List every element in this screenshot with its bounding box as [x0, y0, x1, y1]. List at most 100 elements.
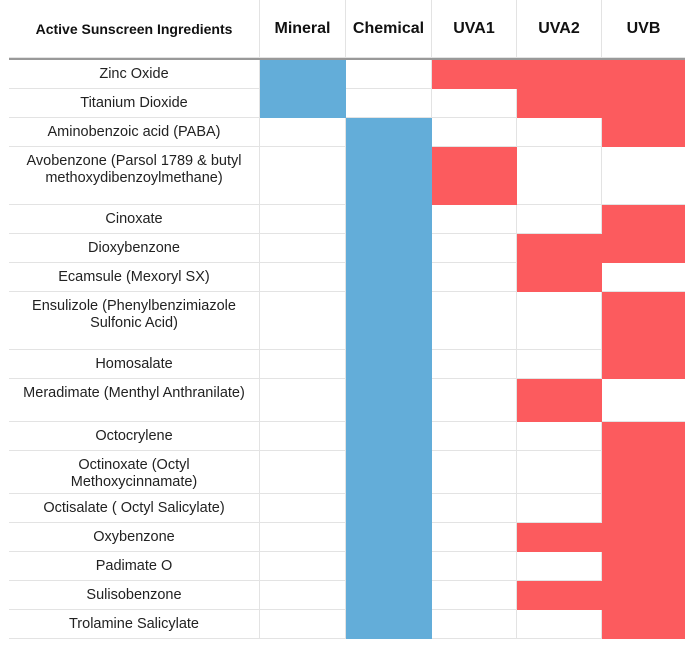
cell-mineral-empty	[260, 118, 346, 147]
header-mineral: Mineral	[260, 0, 346, 58]
cell-chemical-filled	[346, 494, 432, 523]
cell-uvb-filled	[602, 89, 685, 118]
header-ingredients: Active Sunscreen Ingredients	[9, 0, 260, 58]
cell-uva1-empty	[432, 205, 517, 234]
ingredient-name: Oxybenzone	[9, 523, 260, 552]
cell-mineral-empty	[260, 610, 346, 639]
cell-mineral-empty	[260, 292, 346, 350]
ingredient-name: Octocrylene	[9, 422, 260, 451]
cell-uva2-filled	[517, 263, 602, 292]
cell-uva1-empty	[432, 379, 517, 422]
table-row: Homosalate	[9, 350, 685, 379]
cell-mineral-filled	[260, 89, 346, 118]
cell-chemical-filled	[346, 422, 432, 451]
table-row: Octisalate ( Octyl Salicylate)	[9, 494, 685, 523]
header-row: Active Sunscreen Ingredients Mineral Che…	[9, 0, 685, 60]
header-uvb: UVB	[602, 0, 685, 58]
cell-chemical-empty	[346, 60, 432, 89]
cell-uva1-filled	[432, 147, 517, 205]
cell-chemical-filled	[346, 263, 432, 292]
cell-chemical-filled	[346, 147, 432, 205]
cell-uva1-empty	[432, 581, 517, 610]
cell-uva2-empty	[517, 118, 602, 147]
ingredient-name: Octinoxate (Octyl Methoxycinnamate)	[9, 451, 260, 494]
cell-mineral-empty	[260, 263, 346, 292]
cell-uva2-empty	[517, 350, 602, 379]
cell-mineral-filled	[260, 60, 346, 89]
cell-uva2-empty	[517, 292, 602, 350]
cell-uva2-empty	[517, 552, 602, 581]
cell-mineral-empty	[260, 422, 346, 451]
cell-uvb-filled	[602, 292, 685, 350]
cell-uvb-filled	[602, 523, 685, 552]
table-row: Dioxybenzone	[9, 234, 685, 263]
cell-uva1-empty	[432, 292, 517, 350]
cell-uva1-empty	[432, 350, 517, 379]
cell-chemical-empty	[346, 89, 432, 118]
cell-chemical-filled	[346, 350, 432, 379]
cell-chemical-filled	[346, 552, 432, 581]
cell-uvb-filled	[602, 205, 685, 234]
cell-chemical-filled	[346, 379, 432, 422]
cell-uva2-filled	[517, 234, 602, 263]
cell-uva2-filled	[517, 581, 602, 610]
cell-uva2-empty	[517, 422, 602, 451]
table-row: Octinoxate (Octyl Methoxycinnamate)	[9, 451, 685, 494]
cell-uva1-empty	[432, 118, 517, 147]
ingredient-name: Ensulizole (Phenylbenzimiazole Sulfonic …	[9, 292, 260, 350]
cell-uva2-empty	[517, 610, 602, 639]
cell-mineral-empty	[260, 205, 346, 234]
ingredient-name: Octisalate ( Octyl Salicylate)	[9, 494, 260, 523]
cell-chemical-filled	[346, 205, 432, 234]
cell-uvb-empty	[602, 147, 685, 205]
cell-uvb-filled	[602, 581, 685, 610]
cell-uvb-filled	[602, 350, 685, 379]
cell-uva1-empty	[432, 89, 517, 118]
cell-uvb-filled	[602, 118, 685, 147]
header-uva2: UVA2	[517, 0, 602, 58]
table-row: Oxybenzone	[9, 523, 685, 552]
cell-uva2-filled	[517, 523, 602, 552]
ingredient-name: Meradimate (Menthyl Anthranilate)	[9, 379, 260, 422]
cell-uva1-empty	[432, 523, 517, 552]
ingredient-name: Aminobenzoic acid (PABA)	[9, 118, 260, 147]
cell-uva1-empty	[432, 552, 517, 581]
cell-uvb-filled	[602, 451, 685, 494]
table-row: Titanium Dioxide	[9, 89, 685, 118]
cell-mineral-empty	[260, 234, 346, 263]
ingredient-name: Titanium Dioxide	[9, 89, 260, 118]
table-row: Avobenzone (Parsol 1789 & butyl methoxyd…	[9, 147, 685, 205]
ingredient-name: Dioxybenzone	[9, 234, 260, 263]
ingredient-name: Padimate O	[9, 552, 260, 581]
table-row: Sulisobenzone	[9, 581, 685, 610]
cell-mineral-empty	[260, 523, 346, 552]
table-row: Ensulizole (Phenylbenzimiazole Sulfonic …	[9, 292, 685, 350]
header-uva1: UVA1	[432, 0, 517, 58]
cell-uvb-empty	[602, 263, 685, 292]
cell-uvb-filled	[602, 60, 685, 89]
cell-uvb-filled	[602, 234, 685, 263]
cell-uvb-empty	[602, 379, 685, 422]
ingredient-name: Zinc Oxide	[9, 60, 260, 89]
ingredient-name: Homosalate	[9, 350, 260, 379]
cell-uva1-empty	[432, 494, 517, 523]
cell-mineral-empty	[260, 379, 346, 422]
cell-chemical-filled	[346, 581, 432, 610]
cell-uvb-filled	[602, 610, 685, 639]
cell-uva2-filled	[517, 60, 602, 89]
cell-mineral-empty	[260, 147, 346, 205]
cell-uva1-empty	[432, 610, 517, 639]
cell-chemical-filled	[346, 234, 432, 263]
cell-chemical-filled	[346, 523, 432, 552]
cell-chemical-filled	[346, 292, 432, 350]
cell-uva1-empty	[432, 422, 517, 451]
cell-uva2-empty	[517, 494, 602, 523]
cell-chemical-filled	[346, 118, 432, 147]
cell-mineral-empty	[260, 451, 346, 494]
cell-uva2-filled	[517, 379, 602, 422]
ingredient-name: Ecamsule (Mexoryl SX)	[9, 263, 260, 292]
table-row: Padimate O	[9, 552, 685, 581]
cell-uvb-filled	[602, 494, 685, 523]
ingredient-name: Cinoxate	[9, 205, 260, 234]
table-row: Trolamine Salicylate	[9, 610, 685, 639]
